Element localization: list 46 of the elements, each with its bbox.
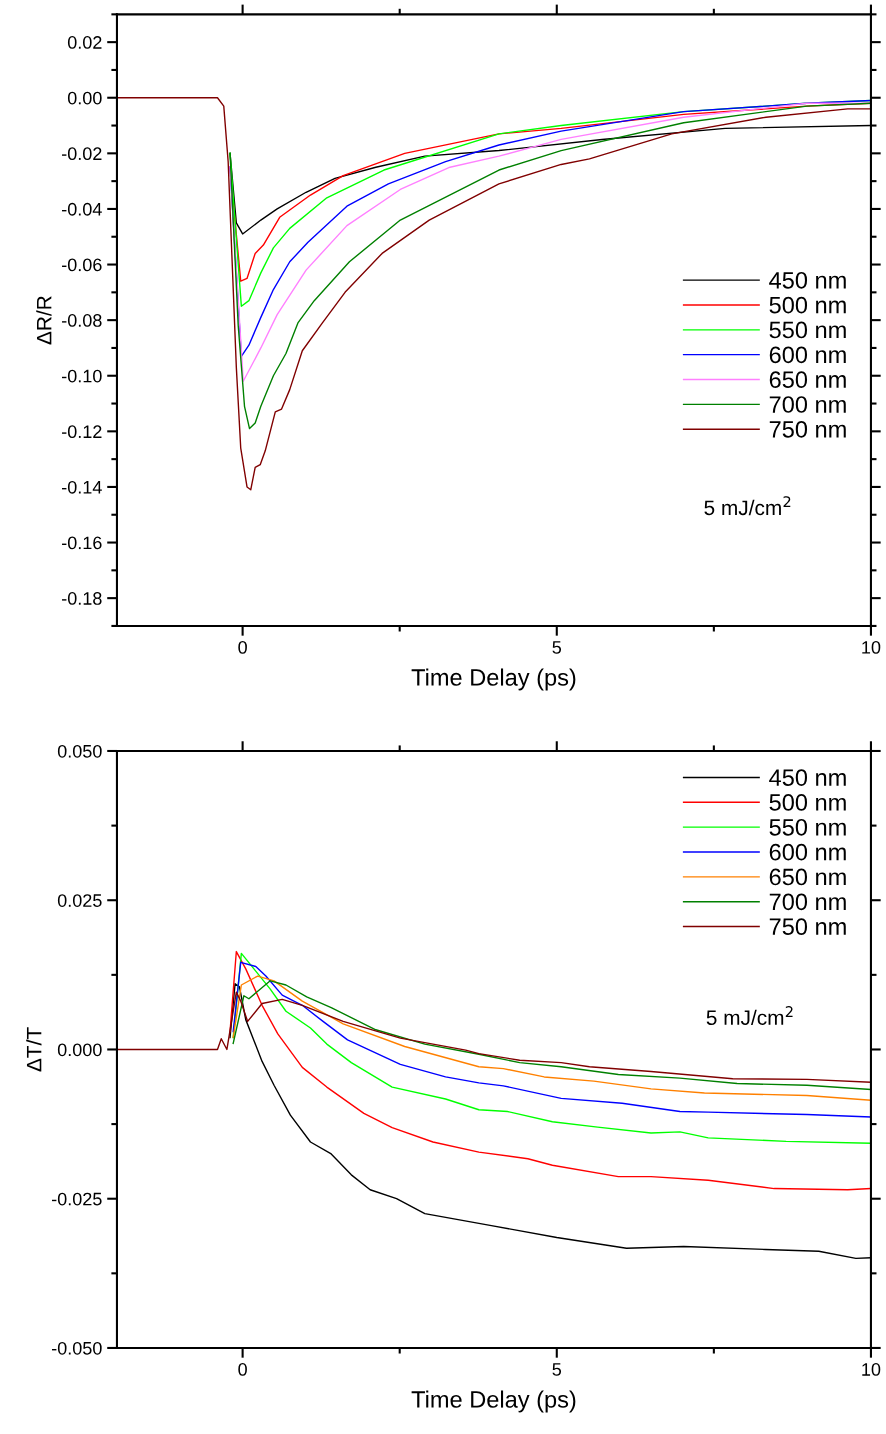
annotation: 5 mJ/cm$^{2}$ [704, 496, 791, 516]
x-axis-title: Time Delay (ps) [411, 668, 576, 691]
legend-label: 650 nm [769, 371, 846, 389]
y-tick-label: -0.12 [62, 425, 102, 439]
y-tick-label: -0.18 [62, 592, 102, 605]
line-series [116, 991, 871, 1084]
annotation: 5 mJ/cm$^{2}$ [706, 1006, 793, 1026]
x-tick-label: 10 [862, 1363, 881, 1376]
legend-label: 450 nm [769, 769, 846, 786]
legend-label: 500 nm [769, 296, 846, 314]
y-tick-label: -0.06 [62, 258, 102, 272]
y-tick-label: 0.000 [57, 1043, 102, 1057]
y-tick-label: 0.02 [67, 36, 102, 49]
y-axis-title: ΔT/T [26, 1027, 42, 1072]
y-axis-title: ΔR/R [36, 296, 52, 345]
y-tick-label: -0.08 [62, 314, 102, 327]
y-tick-label: -0.14 [62, 480, 102, 494]
legend-label: 700 nm [769, 396, 846, 413]
x-axis-title: Time Delay (ps) [411, 1390, 576, 1413]
legend-label: 700 nm [769, 893, 846, 911]
x-tick-label: 0 [238, 1363, 247, 1376]
y-tick-label: 0.025 [57, 894, 102, 907]
legend-label: 450 nm [769, 271, 846, 289]
y-tick-label: -0.04 [62, 202, 102, 216]
x-tick-label: 5 [552, 1363, 562, 1376]
y-tick-label: -0.050 [51, 1341, 102, 1355]
legend-label: 650 nm [769, 868, 846, 886]
y-tick-label: 0.050 [57, 744, 102, 758]
y-tick-label: -0.16 [62, 536, 102, 550]
y-tick-label: -0.025 [51, 1192, 102, 1206]
legend-label: 600 nm [769, 346, 846, 364]
y-tick-label: -0.02 [62, 147, 102, 161]
line-series [232, 961, 871, 1118]
x-tick-label: 10 [862, 641, 881, 654]
legend-label: 750 nm [769, 918, 846, 936]
legend-label: 600 nm [769, 843, 846, 861]
x-tick-label: 5 [552, 641, 562, 654]
legend-label: 500 nm [769, 794, 846, 811]
legend-label: 550 nm [769, 818, 846, 836]
y-tick-label: -0.10 [62, 369, 102, 383]
legend-label: 550 nm [769, 321, 846, 339]
line-series [229, 950, 871, 1191]
x-tick-label: 0 [238, 641, 247, 654]
line-series [232, 952, 871, 1144]
y-tick-label: 0.00 [67, 91, 102, 105]
legend-label: 750 nm [769, 420, 846, 438]
